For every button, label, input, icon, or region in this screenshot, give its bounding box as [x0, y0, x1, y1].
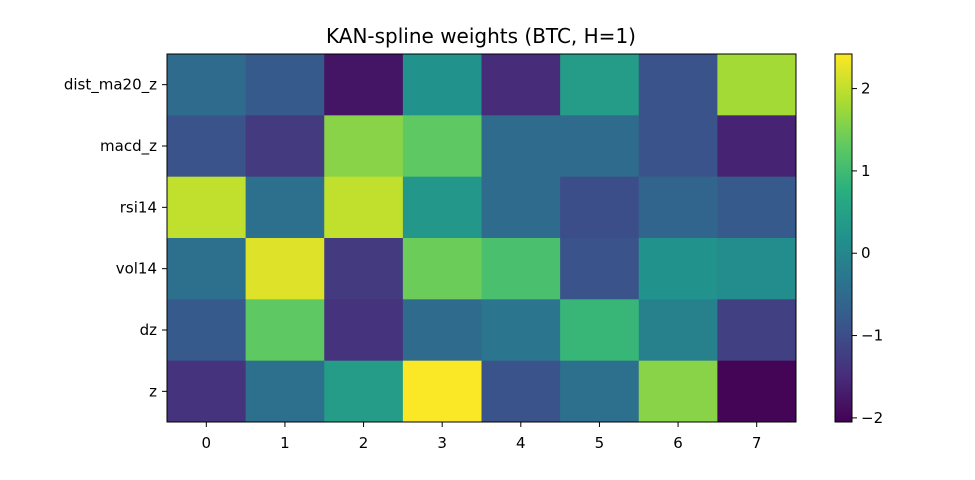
heatmap-cell	[638, 360, 718, 423]
heatmap-cell	[560, 54, 640, 116]
heatmap-cell	[245, 115, 325, 178]
heatmap-cell	[481, 54, 561, 116]
x-tick-label: 7	[752, 434, 762, 452]
heatmap-cell	[717, 176, 797, 239]
colorbar-gradient	[835, 54, 852, 422]
heatmap-cell	[167, 238, 247, 300]
x-axis-ticks: 0 1 2 3 4 5 6 7	[202, 422, 762, 452]
x-tick-label: 5	[595, 434, 605, 452]
colorbar-tick-label: 2	[861, 80, 871, 98]
heatmap-cell	[245, 360, 325, 423]
y-tick-label: dist_ma20_z	[64, 76, 157, 95]
colorbar-tick-label: −2	[861, 409, 883, 427]
x-tick-label: 3	[437, 434, 447, 452]
heatmap-cell	[402, 176, 482, 239]
heatmap-cell	[402, 238, 482, 300]
heatmap-cell	[638, 299, 718, 362]
heatmap-cell	[324, 115, 404, 178]
colorbar-frame	[834, 53, 853, 423]
heatmap-cell	[324, 176, 404, 239]
heatmap-cell	[245, 54, 325, 116]
heatmap-cell	[324, 299, 404, 362]
colorbar-ticks: 2 1 0 −1 −2	[852, 80, 883, 427]
y-tick-label: rsi14	[120, 198, 157, 216]
heatmap-cell	[717, 54, 797, 116]
heatmap-cell	[638, 176, 718, 239]
heatmap-cell	[245, 176, 325, 239]
heatmap-cell	[481, 238, 561, 300]
heatmap-cell	[481, 360, 561, 423]
heatmap-cell	[167, 115, 247, 178]
heatmap-cell	[481, 299, 561, 362]
y-tick-label: z	[149, 382, 157, 400]
x-tick-label: 2	[359, 434, 369, 452]
heatmap-cell	[481, 115, 561, 178]
heatmap-cell	[638, 54, 718, 116]
colorbar-tick-label: 1	[861, 162, 871, 180]
heatmap-cell	[717, 115, 797, 178]
heatmap-cells	[167, 54, 797, 423]
heatmap-cell	[245, 299, 325, 362]
heatmap-cell	[560, 238, 640, 300]
chart-title: KAN-spline weights (BTC, H=1)	[326, 24, 636, 48]
y-tick-label: macd_z	[100, 137, 157, 156]
y-tick-label: vol14	[116, 260, 157, 278]
heatmap-cell	[638, 238, 718, 300]
heatmap-cell	[560, 360, 640, 423]
heatmap-cell	[481, 176, 561, 239]
x-tick-label: 0	[202, 434, 212, 452]
heatmap-cell	[560, 176, 640, 239]
heatmap-cell	[717, 299, 797, 362]
heatmap-cell	[717, 360, 797, 423]
x-tick-label: 1	[280, 434, 290, 452]
heatmap-cell	[717, 238, 797, 300]
heatmap-cell	[167, 299, 247, 362]
plot-frame	[166, 53, 797, 423]
heatmap-cell	[402, 115, 482, 178]
heatmap-cell	[167, 360, 247, 423]
heatmap-cell	[167, 176, 247, 239]
colorbar-tick-label: 0	[861, 244, 871, 262]
heatmap-cell	[402, 54, 482, 116]
y-axis-ticks: dist_ma20_z macd_z rsi14 vol14 dz z	[64, 76, 167, 400]
heatmap-cell	[402, 360, 482, 423]
heatmap-cell	[324, 238, 404, 300]
colorbar-tick-label: −1	[861, 327, 883, 345]
x-tick-label: 6	[673, 434, 683, 452]
x-tick-label: 4	[516, 434, 526, 452]
y-tick-label: dz	[140, 321, 158, 339]
heatmap-cell	[560, 115, 640, 178]
heatmap-cell	[324, 54, 404, 116]
heatmap-cell	[560, 299, 640, 362]
heatmap-cell	[638, 115, 718, 178]
heatmap-cell	[245, 238, 325, 300]
heatmap-cell	[167, 54, 247, 116]
heatmap-cell	[402, 299, 482, 362]
heatmap-cell	[324, 360, 404, 423]
